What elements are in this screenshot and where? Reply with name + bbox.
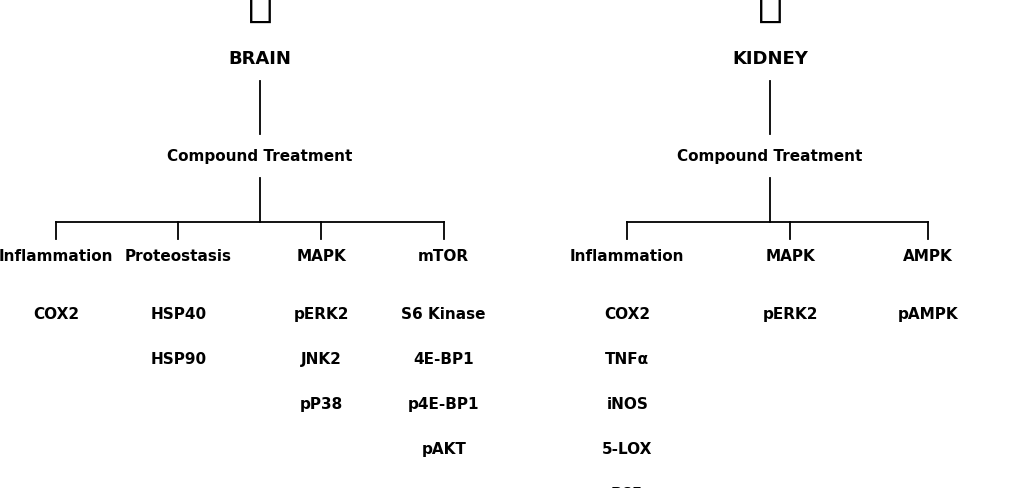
Text: Compound Treatment: Compound Treatment: [677, 149, 862, 163]
Text: pAMPK: pAMPK: [897, 307, 958, 322]
Text: 4E-BP1: 4E-BP1: [413, 352, 474, 367]
Text: COX2: COX2: [33, 307, 79, 322]
Text: P65: P65: [610, 487, 643, 488]
Text: TNFα: TNFα: [604, 352, 649, 367]
Text: S6 Kinase: S6 Kinase: [401, 307, 485, 322]
Text: KIDNEY: KIDNEY: [732, 50, 807, 67]
Text: mTOR: mTOR: [418, 249, 469, 264]
Text: HSP40: HSP40: [150, 307, 207, 322]
Text: pERK2: pERK2: [293, 307, 348, 322]
Text: HSP90: HSP90: [150, 352, 207, 367]
Text: COX2: COX2: [603, 307, 650, 322]
Text: p4E-BP1: p4E-BP1: [408, 397, 479, 412]
Text: MAPK: MAPK: [765, 249, 814, 264]
Text: Inflammation: Inflammation: [0, 249, 113, 264]
Text: 5-LOX: 5-LOX: [601, 442, 652, 457]
Text: pERK2: pERK2: [762, 307, 817, 322]
Text: Proteostasis: Proteostasis: [125, 249, 231, 264]
Text: 🫘: 🫘: [757, 0, 782, 24]
Text: 🧠: 🧠: [248, 0, 272, 24]
Text: MAPK: MAPK: [297, 249, 345, 264]
Text: pAKT: pAKT: [421, 442, 466, 457]
Text: Inflammation: Inflammation: [570, 249, 684, 264]
Text: AMPK: AMPK: [903, 249, 952, 264]
Text: BRAIN: BRAIN: [228, 50, 291, 67]
Text: pP38: pP38: [300, 397, 342, 412]
Text: iNOS: iNOS: [605, 397, 648, 412]
Text: JNK2: JNK2: [301, 352, 341, 367]
Text: Compound Treatment: Compound Treatment: [167, 149, 353, 163]
